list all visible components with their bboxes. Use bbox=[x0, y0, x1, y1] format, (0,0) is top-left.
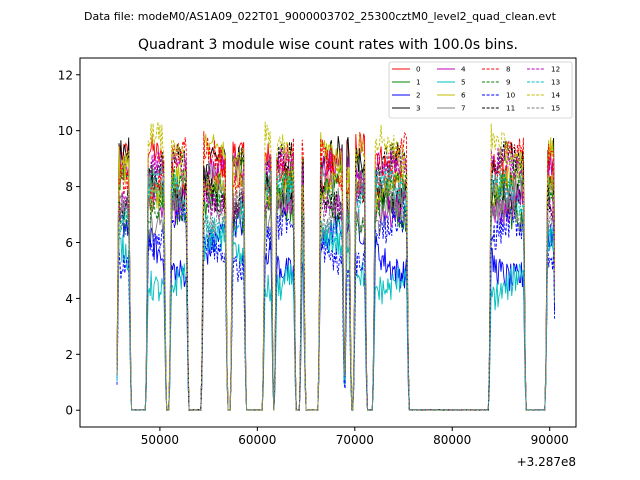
legend-frame bbox=[388, 61, 573, 119]
x-axis: 50000 60000 70000 80000 90000 bbox=[141, 427, 569, 447]
series-layer bbox=[116, 121, 556, 411]
y-tick-label: 6 bbox=[65, 236, 73, 250]
y-tick-label: 0 bbox=[65, 404, 73, 418]
x-tick-label: 90000 bbox=[531, 433, 569, 447]
legend-label-6: 6 bbox=[461, 91, 466, 100]
legend-label-4: 4 bbox=[461, 65, 466, 74]
legend-label-5: 5 bbox=[461, 78, 466, 87]
y-tick-label: 4 bbox=[65, 292, 73, 306]
x-tick-label: 70000 bbox=[336, 433, 374, 447]
figure-suptitle: Data file: modeM0/AS1A09_022T01_90000037… bbox=[84, 10, 557, 23]
legend-label-7: 7 bbox=[461, 104, 466, 113]
chart-title: Quadrant 3 module wise count rates with … bbox=[138, 37, 518, 53]
legend-label-15: 15 bbox=[551, 104, 560, 113]
y-tick-label: 8 bbox=[65, 180, 73, 194]
legend-label-8: 8 bbox=[506, 65, 511, 74]
x-tick-label: 60000 bbox=[238, 433, 276, 447]
y-tick-label: 2 bbox=[65, 348, 73, 362]
x-offset-label: +3.287e8 bbox=[517, 455, 576, 469]
legend-label-1: 1 bbox=[416, 78, 421, 87]
legend-label-9: 9 bbox=[506, 78, 511, 87]
y-axis: 0 2 4 6 8 10 12 bbox=[58, 68, 80, 418]
legend-label-14: 14 bbox=[551, 91, 561, 100]
y-tick-label: 10 bbox=[58, 124, 73, 138]
x-tick-label: 80000 bbox=[433, 433, 471, 447]
y-tick-label: 12 bbox=[58, 68, 73, 82]
legend-label-10: 10 bbox=[506, 91, 516, 100]
series-line-15 bbox=[116, 167, 556, 411]
legend-label-11: 11 bbox=[506, 104, 515, 113]
legend-label-3: 3 bbox=[416, 104, 421, 113]
x-tick-label: 50000 bbox=[141, 433, 179, 447]
legend-label-2: 2 bbox=[416, 91, 421, 100]
legend-label-12: 12 bbox=[551, 65, 560, 74]
legend-label-0: 0 bbox=[416, 65, 421, 74]
legend-label-13: 13 bbox=[551, 78, 560, 87]
